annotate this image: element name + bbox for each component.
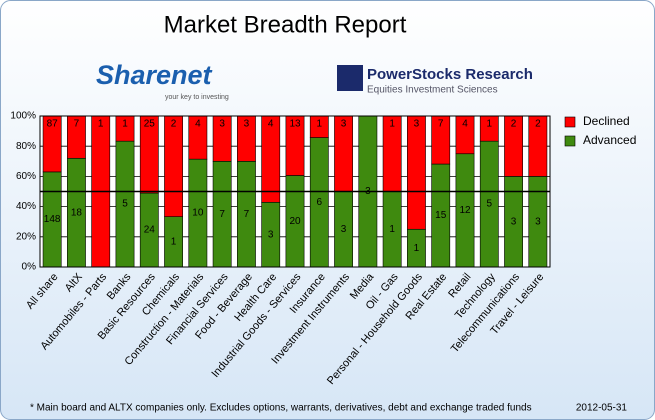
data-label: 1 — [414, 243, 420, 254]
data-label: 4 — [195, 119, 201, 130]
data-label: 6 — [317, 197, 323, 208]
logo-name: Sharenet — [96, 60, 213, 90]
logo-tagline: Equities Investment Sciences — [367, 85, 498, 96]
bar-segment — [407, 115, 426, 230]
y-tick-label: 80% — [16, 141, 36, 152]
data-label: 1 — [487, 119, 493, 130]
data-label: 7 — [244, 209, 250, 220]
data-label: 3 — [341, 119, 347, 130]
data-label: 1 — [317, 119, 323, 130]
chart-title: Market Breadth Report — [164, 11, 407, 38]
data-label: 1 — [171, 236, 177, 247]
data-label: 1 — [389, 224, 395, 235]
data-label: 7 — [74, 119, 80, 130]
data-label: 7 — [219, 209, 225, 220]
data-label: 25 — [144, 119, 156, 130]
data-label: 148 — [44, 214, 61, 225]
bar-segment — [164, 115, 183, 217]
legend-label: Advanced — [583, 133, 636, 147]
legend-swatch — [564, 135, 576, 147]
logo-name: PowerStocks Research — [367, 66, 533, 83]
data-label: 2 — [535, 119, 541, 130]
data-label: 20 — [289, 216, 301, 227]
y-tick-label: 40% — [16, 201, 36, 212]
plot-border — [39, 115, 551, 268]
y-tick-label: 60% — [16, 171, 36, 182]
data-label: 1 — [122, 119, 128, 130]
data-label: 3 — [341, 224, 347, 235]
data-label: 4 — [462, 119, 468, 130]
data-label: 15 — [435, 210, 447, 221]
data-label: 24 — [144, 225, 156, 236]
footnote: * Main board and ALTX companies only. Ex… — [30, 403, 532, 414]
y-tick-label: 100% — [10, 111, 36, 122]
data-label: 3 — [535, 216, 541, 227]
data-label: 5 — [487, 199, 493, 210]
data-label: 4 — [268, 119, 274, 130]
legend-label: Declined — [583, 114, 630, 128]
data-label: 1 — [389, 119, 395, 130]
data-label: 3 — [511, 216, 517, 227]
data-label: 3 — [219, 119, 225, 130]
y-tick-label: 20% — [16, 231, 36, 242]
data-label: 87 — [47, 119, 59, 130]
data-label: 3 — [244, 119, 250, 130]
data-label: 1 — [98, 119, 104, 130]
data-label: 3 — [268, 229, 274, 240]
data-label: 2 — [511, 119, 517, 130]
logo-tagline: your key to investing — [165, 94, 229, 101]
date: 2012-05-31 — [576, 403, 628, 414]
logo-icon — [337, 65, 363, 91]
legend-swatch — [564, 116, 576, 128]
data-label: 7 — [438, 119, 444, 130]
data-label: 3 — [414, 119, 420, 130]
data-label: 5 — [122, 199, 128, 210]
data-label: 12 — [459, 205, 471, 216]
data-label: 13 — [289, 119, 301, 130]
data-label: 18 — [71, 207, 83, 218]
data-label: 10 — [192, 208, 204, 219]
data-label: 2 — [171, 119, 177, 130]
y-tick-label: 0% — [22, 262, 37, 273]
